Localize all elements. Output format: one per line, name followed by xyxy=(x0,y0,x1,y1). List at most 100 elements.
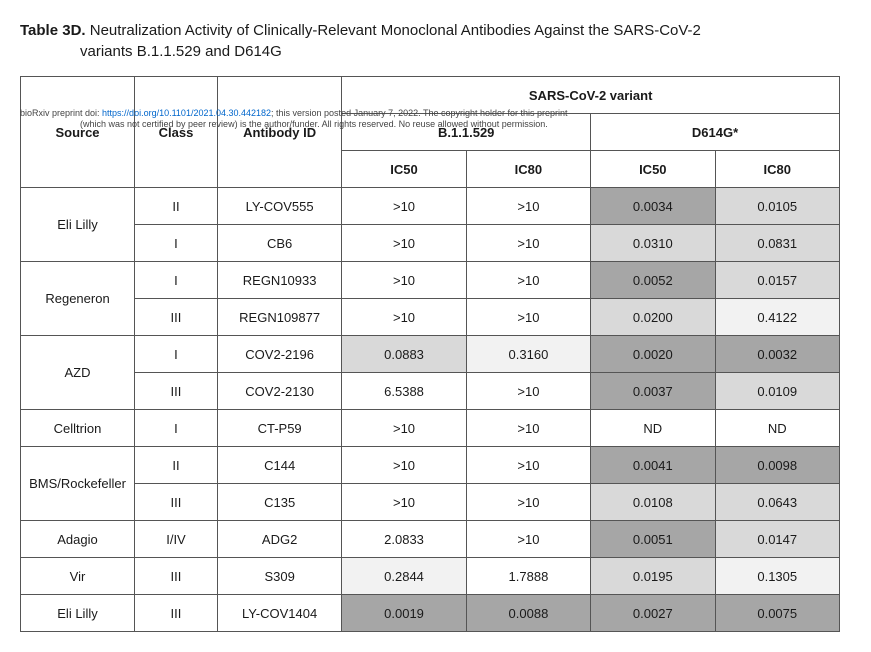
table-title: Table 3D. Neutralization Activity of Cli… xyxy=(20,20,851,62)
header-d-ic80: IC80 xyxy=(715,151,840,188)
cell-b-ic80: >10 xyxy=(466,188,590,225)
table-row: AdagioI/IVADG22.0833>100.00510.0147 xyxy=(21,521,840,558)
cell-source: Adagio xyxy=(21,521,135,558)
cell-b-ic80: >10 xyxy=(466,521,590,558)
cell-antibody: ADG2 xyxy=(217,521,341,558)
cell-class: III xyxy=(135,299,218,336)
cell-d-ic80: 0.0643 xyxy=(715,484,840,521)
cell-d-ic80: 0.0075 xyxy=(715,595,840,632)
cell-b-ic80: >10 xyxy=(466,410,590,447)
cell-d-ic50: 0.0052 xyxy=(591,262,715,299)
table-title-line2: variants B.1.1.529 and D614G xyxy=(20,41,851,62)
cell-d-ic50: 0.0041 xyxy=(591,447,715,484)
cell-antibody: LY-COV1404 xyxy=(217,595,341,632)
cell-d-ic80: 0.4122 xyxy=(715,299,840,336)
cell-b-ic50: >10 xyxy=(342,299,466,336)
cell-d-ic80: ND xyxy=(715,410,840,447)
cell-d-ic50: 0.0200 xyxy=(591,299,715,336)
cell-b-ic50: >10 xyxy=(342,262,466,299)
cell-source: Eli Lilly xyxy=(21,595,135,632)
cell-b-ic80: >10 xyxy=(466,373,590,410)
cell-b-ic80: >10 xyxy=(466,484,590,521)
header-variant-b: B.1.1.529 xyxy=(342,114,591,151)
cell-class: I/IV xyxy=(135,521,218,558)
cell-class: I xyxy=(135,262,218,299)
table-row: Eli LillyIILY-COV555>10>100.00340.0105 xyxy=(21,188,840,225)
table-row: IIICOV2-21306.5388>100.00370.0109 xyxy=(21,373,840,410)
cell-antibody: REGN10933 xyxy=(217,262,341,299)
cell-b-ic80: 1.7888 xyxy=(466,558,590,595)
cell-b-ic80: >10 xyxy=(466,225,590,262)
cell-antibody: LY-COV555 xyxy=(217,188,341,225)
header-antibody: Antibody ID xyxy=(217,77,341,188)
cell-b-ic80: >10 xyxy=(466,299,590,336)
cell-class: II xyxy=(135,447,218,484)
cell-class: I xyxy=(135,336,218,373)
cell-b-ic50: >10 xyxy=(342,484,466,521)
cell-d-ic80: 0.0105 xyxy=(715,188,840,225)
cell-source: Eli Lilly xyxy=(21,188,135,262)
table-row: Eli LillyIIILY-COV14040.00190.00880.0027… xyxy=(21,595,840,632)
cell-class: III xyxy=(135,373,218,410)
cell-source: Regeneron xyxy=(21,262,135,336)
cell-class: III xyxy=(135,484,218,521)
table-body: Eli LillyIILY-COV555>10>100.00340.0105IC… xyxy=(21,188,840,632)
header-d-ic50: IC50 xyxy=(591,151,715,188)
cell-b-ic50: >10 xyxy=(342,447,466,484)
cell-antibody: CT-P59 xyxy=(217,410,341,447)
cell-antibody: COV2-2196 xyxy=(217,336,341,373)
cell-d-ic80: 0.0032 xyxy=(715,336,840,373)
table-row: IIIREGN109877>10>100.02000.4122 xyxy=(21,299,840,336)
cell-class: I xyxy=(135,225,218,262)
cell-antibody: C144 xyxy=(217,447,341,484)
header-b-ic50: IC50 xyxy=(342,151,466,188)
cell-antibody: CB6 xyxy=(217,225,341,262)
cell-b-ic50: 2.0833 xyxy=(342,521,466,558)
cell-b-ic80: 0.3160 xyxy=(466,336,590,373)
cell-d-ic80: 0.0098 xyxy=(715,447,840,484)
cell-b-ic50: 6.5388 xyxy=(342,373,466,410)
table-row: BMS/RockefellerIIC144>10>100.00410.0098 xyxy=(21,447,840,484)
neutralization-table: Source Class Antibody ID SARS-CoV-2 vari… xyxy=(20,76,840,632)
cell-d-ic80: 0.0109 xyxy=(715,373,840,410)
cell-b-ic50: >10 xyxy=(342,225,466,262)
cell-d-ic50: ND xyxy=(591,410,715,447)
header-class: Class xyxy=(135,77,218,188)
cell-b-ic50: 0.0019 xyxy=(342,595,466,632)
cell-d-ic50: 0.0037 xyxy=(591,373,715,410)
cell-class: III xyxy=(135,595,218,632)
cell-d-ic80: 0.0157 xyxy=(715,262,840,299)
cell-d-ic80: 0.1305 xyxy=(715,558,840,595)
cell-antibody: COV2-2130 xyxy=(217,373,341,410)
cell-d-ic50: 0.0020 xyxy=(591,336,715,373)
table-label: Table 3D. xyxy=(20,22,86,39)
cell-b-ic50: 0.2844 xyxy=(342,558,466,595)
cell-d-ic50: 0.0310 xyxy=(591,225,715,262)
cell-d-ic80: 0.0147 xyxy=(715,521,840,558)
cell-antibody: REGN109877 xyxy=(217,299,341,336)
table-row: RegeneronIREGN10933>10>100.00520.0157 xyxy=(21,262,840,299)
table-row: CelltrionICT-P59>10>10NDND xyxy=(21,410,840,447)
cell-class: II xyxy=(135,188,218,225)
cell-d-ic50: 0.0027 xyxy=(591,595,715,632)
cell-b-ic50: >10 xyxy=(342,188,466,225)
cell-class: I xyxy=(135,410,218,447)
cell-b-ic50: 0.0883 xyxy=(342,336,466,373)
header-variant-span: SARS-CoV-2 variant xyxy=(342,77,840,114)
cell-b-ic50: >10 xyxy=(342,410,466,447)
table-row: ICB6>10>100.03100.0831 xyxy=(21,225,840,262)
table-title-line1: Neutralization Activity of Clinically-Re… xyxy=(90,22,701,39)
cell-b-ic80: >10 xyxy=(466,447,590,484)
cell-b-ic80: 0.0088 xyxy=(466,595,590,632)
cell-antibody: C135 xyxy=(217,484,341,521)
cell-d-ic80: 0.0831 xyxy=(715,225,840,262)
header-variant-d: D614G* xyxy=(591,114,840,151)
cell-d-ic50: 0.0034 xyxy=(591,188,715,225)
table-row: VirIIIS3090.28441.78880.01950.1305 xyxy=(21,558,840,595)
cell-d-ic50: 0.0051 xyxy=(591,521,715,558)
cell-source: Celltrion xyxy=(21,410,135,447)
cell-class: III xyxy=(135,558,218,595)
header-row-1: Source Class Antibody ID SARS-CoV-2 vari… xyxy=(21,77,840,114)
header-source: Source xyxy=(21,77,135,188)
cell-d-ic50: 0.0195 xyxy=(591,558,715,595)
